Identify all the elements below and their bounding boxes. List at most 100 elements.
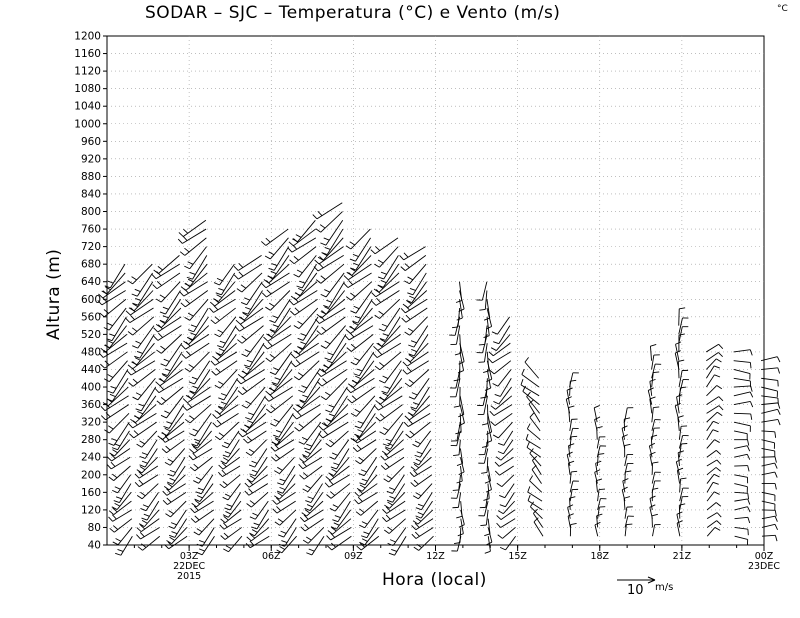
barb-feather bbox=[320, 396, 327, 401]
barb-shaft bbox=[501, 474, 515, 487]
barb-feather bbox=[190, 518, 196, 523]
barb-feather bbox=[378, 328, 385, 332]
barb-feather bbox=[115, 538, 122, 542]
barb-feather bbox=[382, 375, 389, 379]
barb-feather bbox=[458, 361, 465, 365]
wind-barb bbox=[189, 413, 212, 437]
barb-feather bbox=[391, 548, 398, 552]
barb-shaft bbox=[293, 246, 317, 265]
wind-barb bbox=[103, 307, 127, 331]
wind-barb bbox=[160, 430, 185, 443]
barb-shaft bbox=[219, 421, 240, 441]
wind-barbs bbox=[97, 202, 781, 556]
barb-feather bbox=[261, 283, 267, 289]
barb-feather bbox=[481, 445, 488, 448]
barb-shaft bbox=[144, 448, 158, 468]
barb-feather bbox=[137, 546, 143, 551]
wind-barb bbox=[246, 527, 270, 542]
barb-feather bbox=[350, 343, 357, 349]
barb-feather bbox=[220, 393, 227, 397]
barb-shaft bbox=[239, 316, 264, 332]
barb-shaft bbox=[676, 514, 681, 528]
barb-feather bbox=[270, 423, 276, 427]
barb-feather bbox=[241, 370, 248, 375]
barb-feather bbox=[328, 413, 335, 417]
barb-shaft bbox=[350, 281, 373, 301]
wind-barb bbox=[300, 518, 324, 532]
barb-shaft bbox=[706, 343, 719, 353]
barb-shaft bbox=[330, 430, 349, 448]
barb-shaft bbox=[498, 456, 514, 467]
barb-feather bbox=[353, 262, 360, 266]
barb-shaft bbox=[320, 263, 345, 284]
barb-shaft bbox=[706, 520, 717, 528]
barb-feather bbox=[371, 300, 377, 306]
barb-shaft bbox=[248, 474, 268, 488]
barb-shaft bbox=[502, 527, 516, 539]
barb-feather bbox=[408, 379, 414, 384]
barb-shaft bbox=[296, 404, 321, 420]
barb-shaft bbox=[392, 527, 407, 546]
barb-feather bbox=[141, 460, 148, 464]
barb-shaft bbox=[503, 439, 514, 455]
y-tick-label: 360 bbox=[81, 399, 101, 411]
barb-feather bbox=[320, 275, 326, 280]
wind-barb bbox=[221, 430, 240, 449]
wind-barb bbox=[675, 341, 682, 361]
barb-feather bbox=[527, 494, 531, 501]
barb-shaft bbox=[242, 377, 266, 396]
barb-shaft bbox=[307, 474, 323, 493]
barb-feather bbox=[302, 539, 309, 544]
wind-barb bbox=[453, 439, 461, 457]
barb-shaft bbox=[265, 228, 289, 246]
y-tick-label: 560 bbox=[81, 311, 101, 323]
barb-feather bbox=[455, 300, 462, 303]
barb-feather bbox=[295, 234, 302, 238]
wind-barb bbox=[109, 518, 133, 533]
barb-feather bbox=[136, 469, 143, 474]
barb-feather bbox=[109, 333, 116, 337]
barb-shaft bbox=[676, 470, 681, 484]
wind-barb bbox=[218, 465, 241, 478]
barb-feather bbox=[774, 483, 777, 490]
barb-feather bbox=[102, 402, 109, 407]
barb-shaft bbox=[297, 220, 316, 242]
barb-feather bbox=[493, 401, 500, 405]
barb-shaft bbox=[392, 483, 406, 503]
barb-shaft bbox=[274, 439, 295, 452]
barb-feather bbox=[526, 441, 530, 448]
barb-feather bbox=[490, 421, 496, 426]
barb-shaft bbox=[567, 515, 571, 528]
barb-feather bbox=[251, 529, 258, 533]
wind-barb bbox=[349, 237, 371, 262]
wind-barb bbox=[408, 334, 429, 357]
barb-shaft bbox=[173, 509, 187, 529]
wind-barb bbox=[412, 430, 431, 448]
barb-shaft bbox=[486, 316, 490, 336]
barb-feather bbox=[233, 274, 239, 280]
barb-shaft bbox=[112, 509, 132, 522]
x-tick-label: 15Z bbox=[508, 551, 527, 562]
barb-feather bbox=[676, 520, 683, 524]
wind-barb bbox=[107, 369, 129, 394]
barb-shaft bbox=[184, 237, 207, 256]
wind-barb bbox=[382, 500, 406, 514]
barb-feather bbox=[384, 529, 390, 534]
barb-feather bbox=[304, 509, 311, 514]
wind-barb bbox=[354, 413, 376, 437]
barb-shaft bbox=[528, 403, 541, 423]
barb-feather bbox=[678, 333, 685, 336]
barb-feather bbox=[193, 531, 200, 536]
barb-feather bbox=[410, 340, 417, 344]
barb-shaft bbox=[706, 502, 717, 511]
y-tick-label: 280 bbox=[81, 434, 101, 446]
wind-barb bbox=[569, 372, 579, 388]
barb-feather bbox=[193, 505, 199, 511]
wind-barb bbox=[491, 316, 510, 335]
wind-barb bbox=[651, 480, 661, 493]
barb-shaft bbox=[419, 439, 432, 458]
barb-shaft bbox=[706, 459, 718, 467]
barb-shaft bbox=[596, 515, 599, 528]
wind-barb bbox=[315, 263, 345, 284]
barb-feather bbox=[622, 478, 629, 482]
